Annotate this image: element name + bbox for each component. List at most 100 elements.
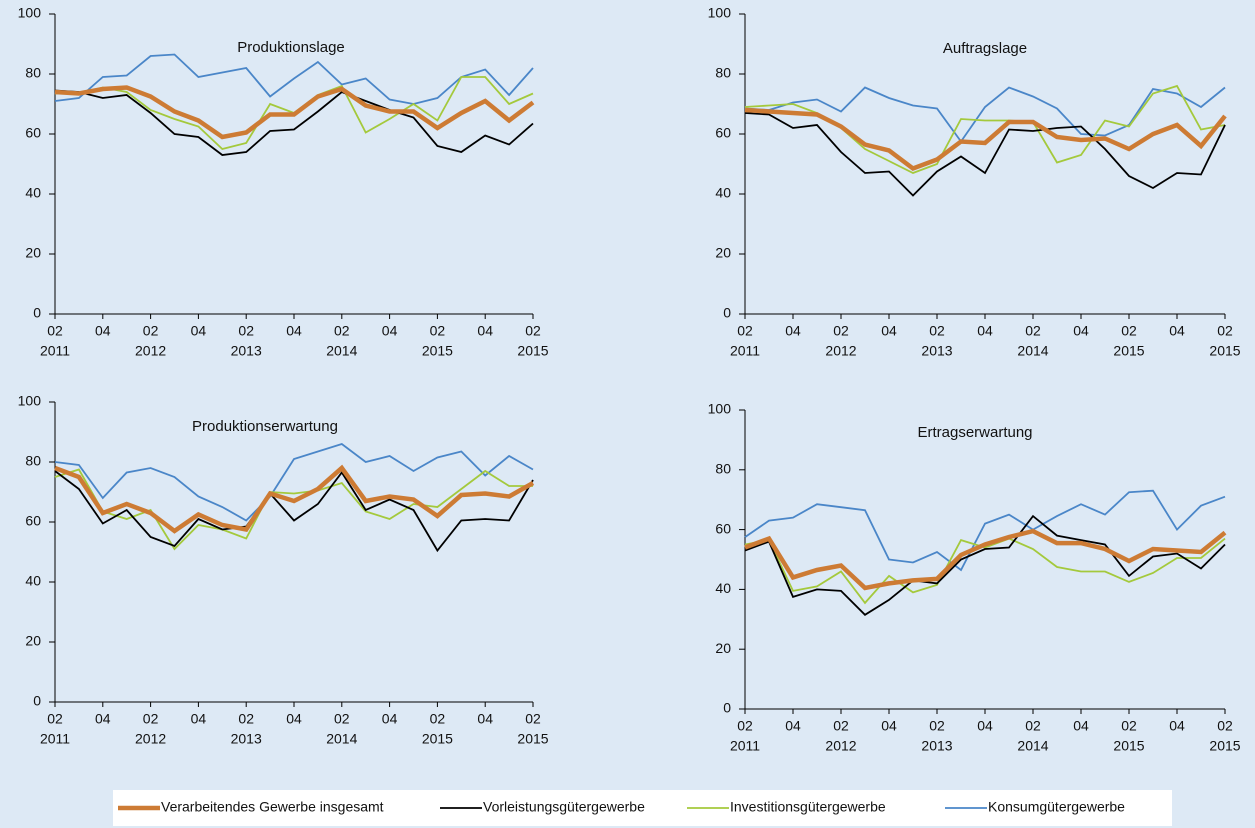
x-tick-label: 02 bbox=[430, 323, 446, 339]
x-tick-label: 02 bbox=[334, 323, 350, 339]
legend-label: Investitionsgütergewerbe bbox=[730, 799, 886, 815]
x-year-label: 2011 bbox=[40, 343, 70, 359]
y-tick-label: 60 bbox=[715, 520, 731, 536]
series-line bbox=[54, 85, 535, 140]
series-line bbox=[54, 470, 534, 553]
x-year-label: 2014 bbox=[1017, 343, 1048, 359]
y-tick-label: 40 bbox=[715, 185, 731, 201]
y-tick-label: 20 bbox=[25, 245, 41, 261]
series-line bbox=[54, 53, 534, 105]
x-year-label: 2014 bbox=[1017, 738, 1048, 754]
y-tick-label: 100 bbox=[18, 393, 42, 409]
y-tick-label: 0 bbox=[723, 700, 731, 716]
y-tick-label: 40 bbox=[715, 580, 731, 596]
x-tick-label: 02 bbox=[1217, 718, 1233, 734]
x-tick-label: 04 bbox=[382, 711, 398, 727]
x-tick-label: 02 bbox=[430, 711, 446, 727]
series-line bbox=[744, 528, 1227, 591]
chart-title: Ertragserwartung bbox=[917, 424, 1032, 441]
x-year-label: 2015 bbox=[517, 731, 548, 747]
x-tick-label: 04 bbox=[191, 711, 207, 727]
y-tick-label: 0 bbox=[33, 305, 41, 321]
x-tick-label: 04 bbox=[1169, 323, 1185, 339]
series-line bbox=[54, 89, 534, 156]
x-tick-label: 04 bbox=[477, 323, 493, 339]
legend-label: Konsumgütergewerbe bbox=[988, 799, 1125, 815]
series-line bbox=[54, 468, 533, 551]
y-tick-label: 20 bbox=[715, 245, 731, 261]
x-tick-label: 04 bbox=[286, 711, 302, 727]
x-year-label: 2014 bbox=[326, 343, 357, 359]
x-year-label: 2012 bbox=[135, 343, 166, 359]
x-tick-label: 04 bbox=[785, 323, 801, 339]
legend-label: Vorleistungsgütergewerbe bbox=[483, 799, 645, 815]
y-tick-label: 60 bbox=[715, 125, 731, 141]
y-tick-label: 0 bbox=[723, 305, 731, 321]
x-tick-label: 02 bbox=[929, 718, 945, 734]
y-tick-label: 60 bbox=[25, 125, 41, 141]
x-year-label: 2015 bbox=[422, 731, 453, 747]
x-tick-label: 02 bbox=[143, 711, 159, 727]
x-tick-label: 02 bbox=[334, 711, 350, 727]
x-tick-label: 04 bbox=[1169, 718, 1185, 734]
chart-title: Auftragslage bbox=[943, 40, 1027, 57]
x-tick-label: 02 bbox=[833, 718, 849, 734]
x-year-label: 2012 bbox=[135, 731, 166, 747]
y-tick-label: 20 bbox=[25, 633, 41, 649]
x-tick-label: 02 bbox=[833, 323, 849, 339]
series-line bbox=[744, 489, 1226, 572]
x-year-label: 2011 bbox=[40, 731, 70, 747]
x-tick-label: 04 bbox=[881, 718, 897, 734]
y-tick-label: 80 bbox=[25, 65, 41, 81]
x-tick-label: 04 bbox=[477, 711, 493, 727]
x-tick-label: 04 bbox=[286, 323, 302, 339]
x-year-label: 2015 bbox=[1113, 343, 1144, 359]
x-tick-label: 04 bbox=[95, 711, 111, 727]
y-tick-label: 100 bbox=[18, 5, 42, 21]
x-year-label: 2015 bbox=[517, 343, 548, 359]
series-line bbox=[54, 464, 535, 534]
x-tick-label: 04 bbox=[785, 718, 801, 734]
x-year-label: 2015 bbox=[1209, 343, 1240, 359]
x-tick-label: 04 bbox=[95, 323, 111, 339]
y-tick-label: 80 bbox=[715, 461, 731, 477]
x-year-label: 2013 bbox=[921, 343, 952, 359]
series-line bbox=[744, 514, 1226, 616]
x-tick-label: 02 bbox=[1025, 323, 1041, 339]
x-tick-label: 02 bbox=[525, 323, 541, 339]
x-year-label: 2012 bbox=[825, 343, 856, 359]
x-tick-label: 02 bbox=[525, 711, 541, 727]
y-tick-label: 40 bbox=[25, 185, 41, 201]
x-tick-label: 02 bbox=[929, 323, 945, 339]
y-tick-label: 80 bbox=[715, 65, 731, 81]
legend-label: Verarbeitendes Gewerbe insgesamt bbox=[161, 799, 384, 815]
x-tick-label: 02 bbox=[737, 323, 753, 339]
x-tick-label: 04 bbox=[977, 718, 993, 734]
x-year-label: 2011 bbox=[730, 343, 760, 359]
x-year-label: 2015 bbox=[1113, 738, 1144, 754]
x-tick-label: 02 bbox=[238, 323, 254, 339]
y-tick-label: 20 bbox=[715, 640, 731, 656]
x-tick-label: 04 bbox=[1073, 323, 1089, 339]
chart-title: Produktionslage bbox=[237, 39, 345, 56]
x-tick-label: 04 bbox=[977, 323, 993, 339]
x-tick-label: 04 bbox=[1073, 718, 1089, 734]
series-line bbox=[744, 86, 1226, 144]
x-tick-label: 02 bbox=[47, 711, 63, 727]
x-tick-label: 02 bbox=[143, 323, 159, 339]
x-tick-label: 02 bbox=[1121, 323, 1137, 339]
series-line bbox=[744, 112, 1226, 197]
x-tick-label: 02 bbox=[737, 718, 753, 734]
x-year-label: 2015 bbox=[422, 343, 453, 359]
x-tick-label: 04 bbox=[191, 323, 207, 339]
y-tick-label: 40 bbox=[25, 573, 41, 589]
y-tick-label: 60 bbox=[25, 513, 41, 529]
x-tick-label: 04 bbox=[881, 323, 897, 339]
x-year-label: 2013 bbox=[921, 738, 952, 754]
series-line bbox=[744, 107, 1227, 172]
x-year-label: 2013 bbox=[231, 731, 262, 747]
x-tick-label: 02 bbox=[1121, 718, 1137, 734]
x-year-label: 2011 bbox=[730, 738, 760, 754]
x-year-label: 2014 bbox=[326, 731, 357, 747]
